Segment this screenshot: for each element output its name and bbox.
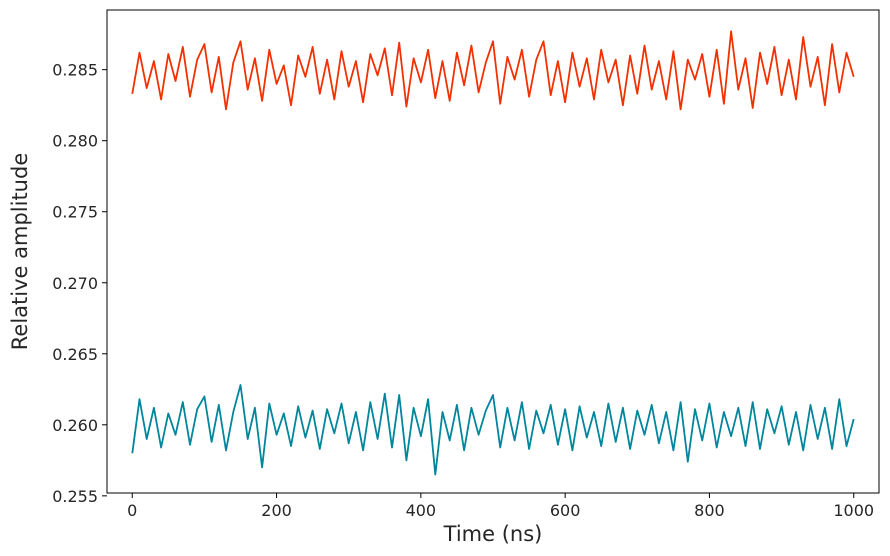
x-tick-label: 800	[694, 501, 725, 520]
x-axis-label: Time (ns)	[443, 522, 543, 546]
y-tick-label: 0.260	[52, 416, 98, 435]
y-tick-label: 0.280	[52, 132, 98, 151]
plot-area-frame	[106, 9, 880, 494]
y-axis-label: Relative amplitude	[8, 153, 32, 350]
x-axis: 0 200 400 600 800 1000	[127, 493, 874, 520]
x-tick-label: 1000	[833, 501, 874, 520]
x-tick-label: 600	[550, 501, 581, 520]
x-tick-label: 200	[261, 501, 292, 520]
x-tick-label: 400	[406, 501, 437, 520]
y-tick-label: 0.255	[52, 487, 98, 506]
y-tick-label: 0.265	[52, 345, 98, 364]
x-tick-label: 0	[127, 501, 137, 520]
series-line-1	[131, 30, 855, 111]
y-axis: 0.255 0.260 0.265 0.270 0.275 0.280 0.285	[52, 61, 107, 506]
y-tick-label: 0.275	[52, 203, 98, 222]
y-tick-label: 0.285	[52, 61, 98, 80]
series-layer	[131, 30, 855, 476]
y-tick-label: 0.270	[52, 274, 98, 293]
series-line-2	[131, 384, 855, 476]
